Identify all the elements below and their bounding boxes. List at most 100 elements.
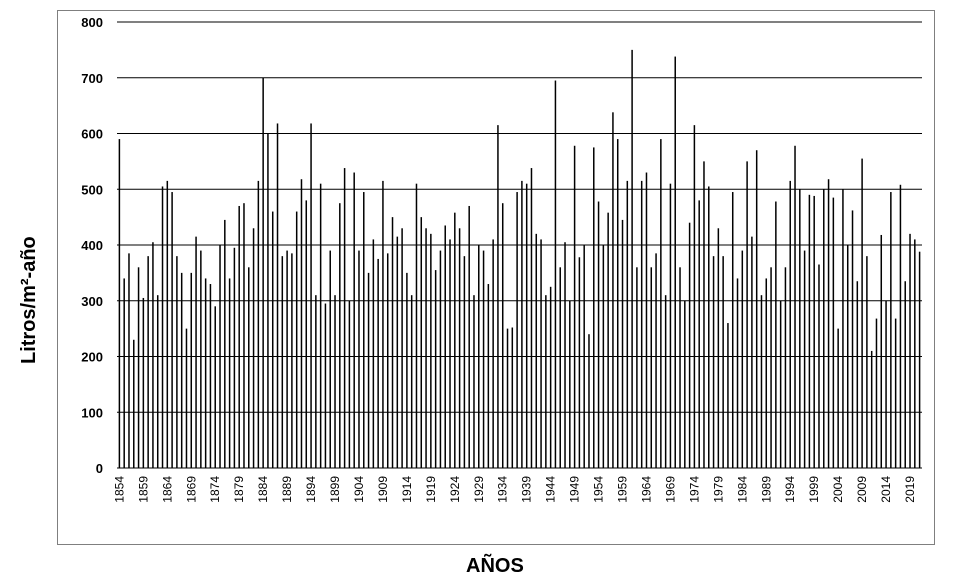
bar bbox=[372, 239, 375, 468]
x-tick-label: 1859 bbox=[136, 476, 150, 503]
x-tick-label: 2004 bbox=[831, 476, 845, 503]
x-tick-label: 1964 bbox=[639, 476, 653, 503]
bar bbox=[449, 239, 451, 468]
bar bbox=[703, 161, 705, 468]
bar bbox=[775, 201, 777, 468]
x-tick-label: 1874 bbox=[208, 476, 222, 503]
bar bbox=[501, 203, 504, 468]
x-tick-label: 1919 bbox=[424, 476, 438, 503]
bar bbox=[185, 328, 188, 468]
bar bbox=[564, 242, 566, 468]
bar bbox=[846, 245, 849, 468]
bar bbox=[353, 172, 355, 468]
gridlines bbox=[117, 21, 922, 469]
bar bbox=[406, 272, 408, 468]
bar bbox=[899, 184, 902, 469]
bar bbox=[693, 125, 696, 468]
y-tick-label: 100 bbox=[81, 405, 103, 420]
bar bbox=[133, 339, 135, 468]
bar bbox=[444, 225, 446, 468]
x-tick-label: 1869 bbox=[184, 476, 198, 503]
x-tick-label: 1924 bbox=[448, 476, 462, 503]
y-tick-label: 400 bbox=[81, 238, 103, 253]
bar bbox=[137, 267, 140, 468]
x-tick-label: 2014 bbox=[879, 476, 893, 503]
bar bbox=[492, 239, 494, 468]
x-tick-label: 1854 bbox=[112, 476, 126, 503]
bar bbox=[904, 281, 906, 468]
x-tick-label: 1984 bbox=[735, 476, 749, 503]
bar bbox=[894, 318, 897, 468]
bar bbox=[588, 334, 590, 468]
bar bbox=[415, 183, 418, 469]
x-tick-label: 1969 bbox=[663, 476, 677, 503]
bar bbox=[679, 267, 681, 468]
bar bbox=[832, 197, 835, 469]
bar bbox=[540, 239, 542, 468]
bar bbox=[248, 267, 250, 468]
bar bbox=[219, 245, 221, 468]
x-tick-label: 1889 bbox=[280, 476, 294, 503]
bar bbox=[487, 284, 490, 468]
bar bbox=[674, 56, 676, 468]
bar bbox=[636, 267, 638, 468]
x-tick-label: 1909 bbox=[376, 476, 390, 503]
bar bbox=[813, 195, 815, 468]
bar bbox=[660, 139, 662, 468]
bar bbox=[391, 217, 394, 468]
y-tick-labels: 0 100 200 300 400 500 600 700 800 bbox=[81, 15, 103, 476]
bar bbox=[727, 323, 729, 468]
bar bbox=[410, 295, 413, 468]
bar bbox=[200, 250, 202, 468]
bar bbox=[751, 236, 753, 468]
bar bbox=[271, 211, 274, 469]
bar bbox=[420, 217, 423, 468]
bar bbox=[468, 205, 470, 468]
bar bbox=[631, 49, 633, 468]
bar bbox=[827, 179, 830, 468]
bar bbox=[262, 77, 264, 468]
x-tick-label: 1989 bbox=[759, 476, 773, 503]
x-tick-label: 1974 bbox=[687, 476, 701, 503]
bar bbox=[310, 123, 312, 468]
bar bbox=[655, 253, 657, 468]
bar bbox=[861, 158, 863, 468]
x-tick-label: 1929 bbox=[472, 476, 486, 503]
y-tick-label: 0 bbox=[96, 461, 103, 476]
bar bbox=[425, 228, 427, 468]
bar bbox=[779, 300, 782, 468]
bar bbox=[731, 192, 734, 468]
x-tick-label: 1949 bbox=[568, 476, 582, 503]
bar bbox=[559, 267, 561, 468]
bar bbox=[497, 125, 499, 468]
bar bbox=[228, 278, 231, 468]
bar bbox=[842, 189, 844, 468]
bar bbox=[252, 228, 255, 468]
x-tick-label: 1879 bbox=[232, 476, 246, 503]
bars bbox=[118, 49, 921, 469]
bar bbox=[851, 210, 854, 468]
bar bbox=[430, 233, 432, 468]
bar bbox=[482, 250, 485, 468]
y-tick-label: 700 bbox=[81, 71, 103, 86]
bar bbox=[799, 189, 801, 468]
bar bbox=[616, 139, 619, 468]
bar bbox=[593, 147, 595, 468]
bar bbox=[765, 278, 768, 468]
bar bbox=[358, 250, 360, 468]
bar bbox=[276, 123, 279, 468]
bar bbox=[741, 250, 744, 468]
bar bbox=[684, 300, 686, 468]
bar bbox=[640, 180, 643, 468]
y-tick-label: 800 bbox=[81, 15, 103, 30]
bar bbox=[578, 257, 581, 468]
bar bbox=[664, 295, 667, 468]
x-tick-label: 1899 bbox=[328, 476, 342, 503]
x-tick-label: 1914 bbox=[400, 476, 414, 503]
bar bbox=[880, 234, 883, 468]
bar bbox=[156, 295, 159, 468]
bar bbox=[305, 200, 308, 468]
bar bbox=[885, 300, 887, 468]
bar bbox=[166, 180, 169, 468]
